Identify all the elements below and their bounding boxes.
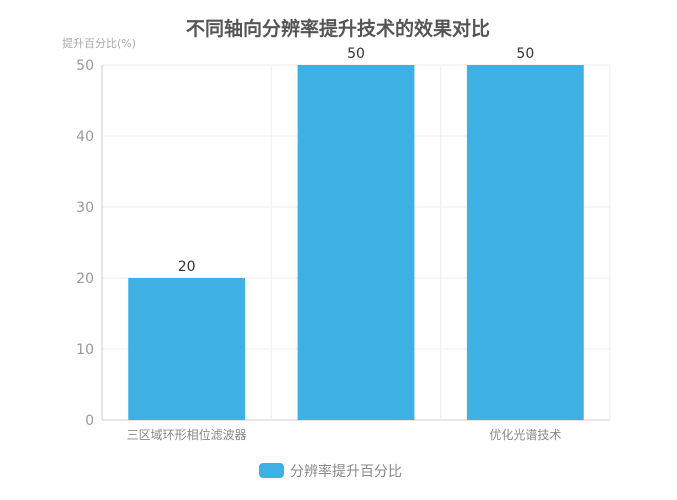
bar[interactable]: [466, 65, 584, 420]
y-tick-label: 40: [76, 129, 94, 145]
legend-label: 分辨率提升百分比: [290, 463, 402, 480]
x-tick-label: 三区域环形相位滤波器: [127, 427, 247, 442]
legend-swatch: [259, 463, 284, 478]
chart-title: 不同轴向分辨率提升技术的效果对比: [186, 17, 490, 40]
data-label: 20: [178, 259, 196, 275]
y-tick-label: 50: [76, 58, 94, 74]
y-axis-label: 提升百分比(%): [62, 37, 136, 50]
y-tick-label: 20: [76, 271, 94, 287]
y-tick-label: 30: [76, 200, 94, 216]
legend[interactable]: 分辨率提升百分比: [259, 463, 402, 480]
bar[interactable]: [128, 278, 246, 420]
y-tick-label: 0: [85, 413, 94, 429]
data-label: 50: [347, 46, 365, 62]
bar[interactable]: [297, 65, 415, 420]
y-tick-label: 10: [76, 342, 94, 358]
x-tick-label: 优化光谱技术: [489, 428, 561, 442]
data-label: 50: [516, 46, 534, 62]
